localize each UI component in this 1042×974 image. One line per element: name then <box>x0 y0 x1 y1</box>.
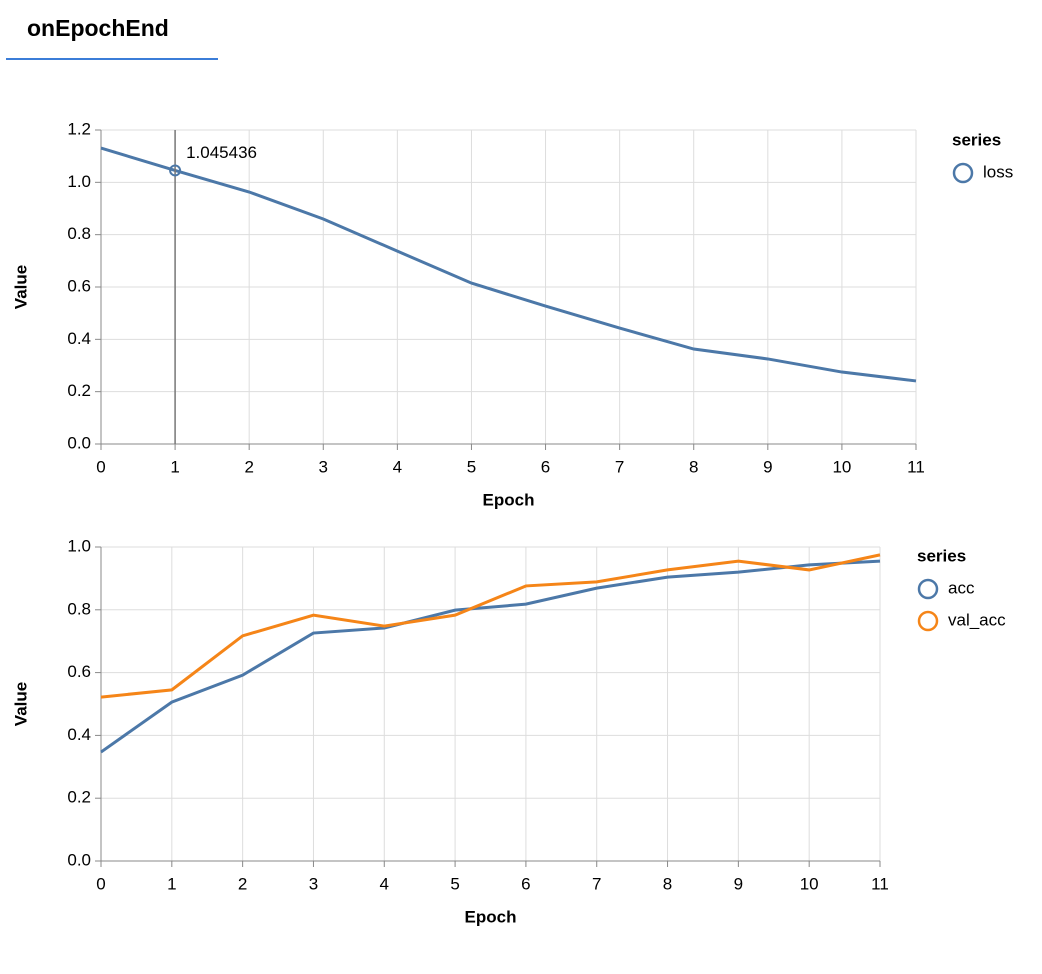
x-tick-label: 7 <box>615 457 624 476</box>
y-tick-label: 1.0 <box>67 536 91 555</box>
x-tick-label: 9 <box>763 457 772 476</box>
x-tick-label: 4 <box>393 457 402 476</box>
x-tick-label: 6 <box>521 874 530 893</box>
legend-label: loss <box>983 162 1013 181</box>
y-tick-label: 0.2 <box>67 788 91 807</box>
y-tick-label: 0.4 <box>67 725 91 744</box>
y-tick-label: 0.8 <box>67 224 91 243</box>
x-tick-label: 1 <box>170 457 179 476</box>
x-tick-label: 1 <box>167 874 176 893</box>
x-tick-label: 11 <box>907 457 925 476</box>
x-tick-label: 2 <box>238 874 247 893</box>
y-tick-label: 0.0 <box>67 433 91 452</box>
x-tick-label: 10 <box>800 874 819 893</box>
y-tick-label: 0.4 <box>67 329 91 348</box>
hover-point <box>169 164 182 177</box>
x-axis-title: Epoch <box>465 907 517 926</box>
x-axis-title: Epoch <box>483 490 535 509</box>
x-tick-label: 8 <box>663 874 672 893</box>
line-series <box>100 146 917 383</box>
x-tick-label: 11 <box>871 874 889 893</box>
x-tick-label: 4 <box>380 874 389 893</box>
legend-label: acc <box>948 578 975 597</box>
y-tick-label: 0.6 <box>67 276 91 295</box>
legend-title: series <box>952 130 1001 149</box>
x-tick-label: 5 <box>450 874 459 893</box>
x-tick-label: 9 <box>734 874 743 893</box>
x-tick-label: 0 <box>96 874 105 893</box>
y-axis-title: Value <box>11 265 30 309</box>
line-series <box>100 553 881 699</box>
y-tick-label: 0.6 <box>67 662 91 681</box>
hover-label: 1.045436 <box>186 143 257 162</box>
tab-label[interactable]: onEpochEnd <box>27 15 169 41</box>
x-tick-label: 6 <box>541 457 550 476</box>
x-tick-label: 2 <box>244 457 253 476</box>
x-tick-label: 3 <box>309 874 318 893</box>
line-series <box>100 559 881 754</box>
x-tick-label: 0 <box>96 457 105 476</box>
legend-symbol <box>917 610 939 632</box>
y-tick-label: 0.2 <box>67 381 91 400</box>
x-tick-label: 10 <box>832 457 851 476</box>
x-tick-label: 3 <box>319 457 328 476</box>
legend-title: series <box>917 546 966 565</box>
x-tick-label: 5 <box>467 457 476 476</box>
y-tick-label: 1.0 <box>67 172 91 191</box>
legend-symbol <box>952 162 974 184</box>
y-tick-label: 0.8 <box>67 599 91 618</box>
y-axis-title: Value <box>11 682 30 726</box>
x-tick-label: 8 <box>689 457 698 476</box>
x-tick-label: 7 <box>592 874 601 893</box>
y-tick-label: 0.0 <box>67 850 91 869</box>
legend-label: val_acc <box>948 610 1006 629</box>
y-tick-label: 1.2 <box>67 119 91 138</box>
legend-symbol <box>917 578 939 600</box>
